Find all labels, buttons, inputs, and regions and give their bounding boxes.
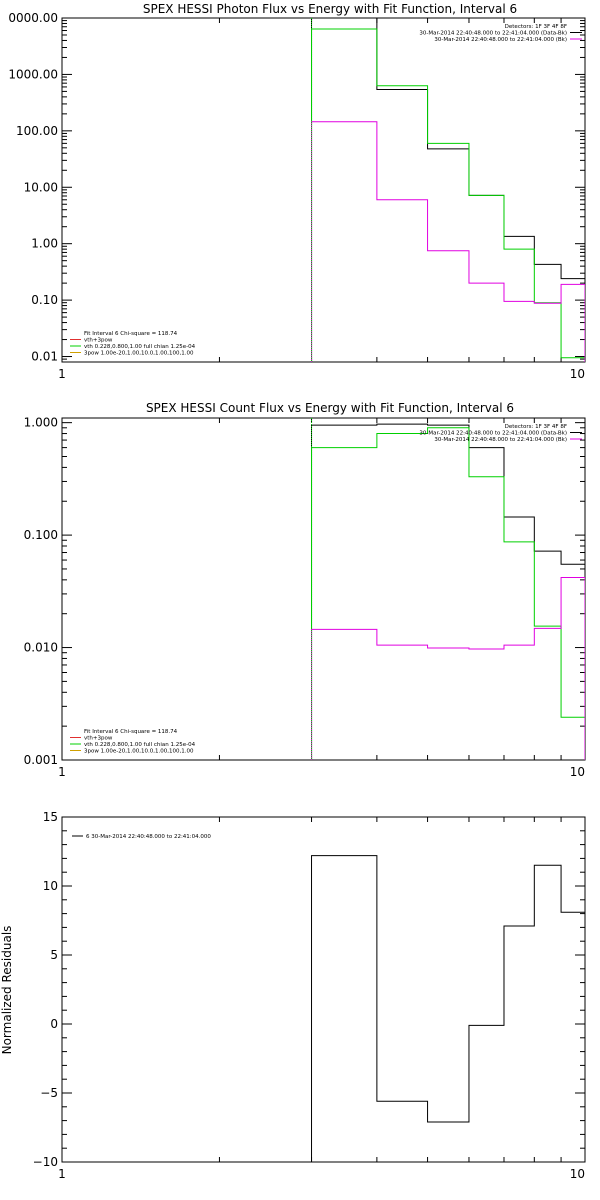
y-tick-label: 5: [50, 948, 58, 962]
data-series-group: [311, 18, 585, 362]
plot-frame: [61, 17, 586, 363]
y-tick-label: 1.000: [24, 416, 58, 430]
y-tick-label: 0000.00: [8, 11, 58, 25]
legend-text: Fit Interval 6 Chi-square = 118.74: [84, 729, 178, 735]
legend-text: 30-Mar-2014 22:40:48.000 to 22:41:04.000…: [419, 431, 567, 437]
y-tick-label: −10: [33, 1155, 58, 1169]
x-tick-label: 10: [570, 367, 585, 381]
x-tick-label: 10: [570, 765, 585, 779]
legend-text: vth+3pow: [84, 338, 113, 344]
y-tick-label: 0.01: [31, 350, 58, 364]
x-tick-label: 1: [58, 367, 66, 381]
y-tick-label: 10: [43, 879, 58, 893]
series-line: [311, 18, 585, 362]
y-tick-label: 0.100: [24, 528, 58, 542]
y-tick-label: 0.010: [24, 641, 58, 655]
count-flux-title: SPEX HESSI Count Flux vs Energy with Fit…: [146, 401, 514, 415]
plot-frame: [61, 417, 586, 761]
x-tick-label: 1: [58, 765, 66, 779]
legend-text: Detectors: 1F 3F 4F 8F: [505, 424, 567, 430]
legend-text: Detectors: 1F 3F 4F 8F: [505, 24, 567, 30]
plot-frame: [61, 816, 586, 1163]
y-tick-label: 10.00: [24, 180, 58, 194]
legend-text: 3pow 1.00e-20,1.00,10.0,1.00,100,1.00: [84, 351, 194, 357]
legend-text: vth+3pow: [84, 736, 113, 742]
series-line: [311, 28, 585, 362]
legend-text: 6 30-Mar-2014 22:40:48.000 to 22:41:04.0…: [86, 834, 211, 840]
photon-flux-title: SPEX HESSI Photon Flux vs Energy with Fi…: [143, 2, 517, 16]
y-tick-label: 1.00: [31, 237, 58, 251]
photon-flux-panel: SPEX HESSI Photon Flux vs Energy with Fi…: [8, 2, 586, 381]
data-series-group: [311, 423, 585, 760]
y-tick-label: 0: [50, 1017, 58, 1031]
data-series-group: [311, 855, 585, 1162]
y-tick-label: 15: [43, 810, 58, 824]
legend-text: vth 0.228,0.800,1.00 full chian 1.25e-04: [84, 344, 196, 350]
legend-text: 3pow 1.00e-20,1.00,10.0,1.00,100,1.00: [84, 749, 194, 755]
series-line: [311, 427, 585, 760]
legend-text: vth 0.228,0.800,1.00 full chian 1.25e-04: [84, 742, 196, 748]
x-tick-label: 1: [58, 1167, 66, 1181]
series-line: [311, 576, 585, 760]
residuals-panel: Normalized Residuals 15 10 5 0 −5 −101 10 6 30-…: [0, 810, 586, 1181]
residuals-y-label: Normalized Residuals: [0, 926, 14, 1055]
legend-text: Fit Interval 6 Chi-square = 118.74: [84, 331, 178, 337]
series-line: [311, 855, 585, 1162]
legend-text: 30-Mar-2014 22:40:48.000 to 22:41:04.000…: [434, 437, 567, 443]
x-tick-label: 10: [570, 1167, 585, 1181]
y-tick-label: 100.00: [16, 124, 58, 138]
series-line: [311, 423, 585, 760]
count-flux-panel: SPEX HESSI Count Flux vs Energy with Fit…: [24, 401, 586, 779]
y-tick-label: 0.001: [24, 753, 58, 767]
legend-text: 30-Mar-2014 22:40:48.000 to 22:41:04.000…: [434, 37, 567, 43]
y-tick-label: 1000.00: [8, 67, 58, 81]
legend-text: 30-Mar-2014 22:40:48.000 to 22:41:04.000…: [419, 31, 567, 37]
y-tick-label: 0.10: [31, 293, 58, 307]
y-tick-label: −5: [40, 1086, 58, 1100]
series-line: [311, 121, 585, 362]
